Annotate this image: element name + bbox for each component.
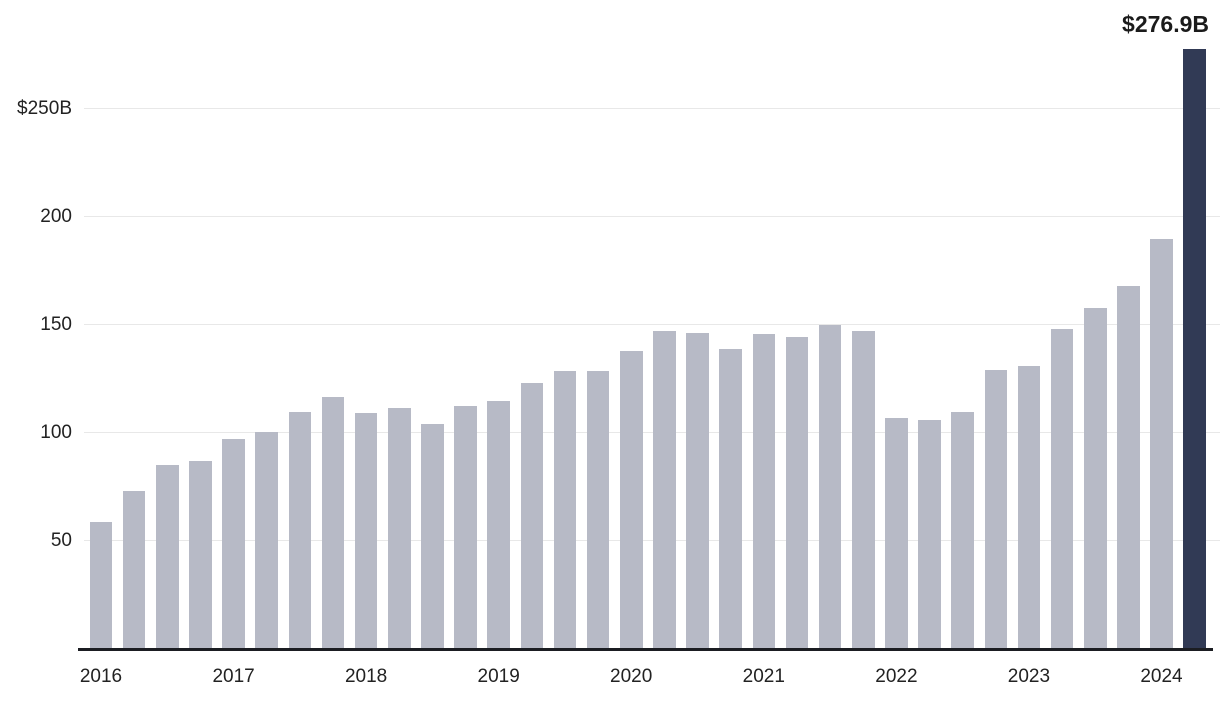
x-tick-label-2016: 2016 <box>79 666 123 687</box>
y-tick-label: 200 <box>40 205 72 227</box>
x-tick-label-2021: 2021 <box>742 666 785 687</box>
bar-q4-2021 <box>852 330 875 648</box>
bar-q1-2022 <box>885 418 908 648</box>
bar-q1-2020 <box>620 351 643 648</box>
bar-q1-2021 <box>752 333 775 648</box>
bar-q4-2019 <box>586 371 610 648</box>
x-tick-label-2017: 2017 <box>212 666 255 687</box>
x-tick-label-2022: 2022 <box>875 666 918 687</box>
bar-q3-2017 <box>288 411 312 648</box>
bar-q1-2024 <box>1150 239 1173 648</box>
bar-q4-2016 <box>189 461 212 648</box>
gridline-150 <box>84 323 1220 325</box>
bar-q2-2019 <box>520 383 544 648</box>
bar-q3-2022 <box>951 412 974 648</box>
bar-q2-2016 <box>122 490 146 648</box>
highlight-value-label: $276.9B <box>1122 11 1209 37</box>
bar-q2-2021 <box>785 336 809 648</box>
x-axis-line <box>78 648 1213 651</box>
bar-q1-2016 <box>89 522 113 648</box>
y-tick-label: 150 <box>40 313 72 335</box>
x-tick-label-2024: 2024 <box>1140 666 1183 687</box>
gridline-50 <box>84 539 1220 541</box>
x-tick-label-2019: 2019 <box>477 666 520 687</box>
bar-q4-2022 <box>984 370 1007 648</box>
bar-q4-2018 <box>454 406 477 648</box>
bar-q2-2017 <box>255 432 278 648</box>
y-tick-label: $250B <box>17 97 72 119</box>
bar-q3-2016 <box>156 464 179 648</box>
bar-q2-2024 <box>1183 49 1206 648</box>
bar-q3-2020 <box>686 333 709 648</box>
y-tick-label: 100 <box>40 421 72 443</box>
x-tick-label-2020: 2020 <box>610 666 653 687</box>
x-tick-label-2018: 2018 <box>344 666 388 687</box>
gridline-100 <box>84 431 1220 433</box>
bar-q1-2019 <box>487 401 510 648</box>
bar-q3-2021 <box>818 325 842 648</box>
bar-q4-2020 <box>719 349 742 648</box>
bar-q3-2018 <box>421 424 444 648</box>
bar-q3-2023 <box>1084 308 1107 648</box>
bar-q3-2019 <box>553 370 577 648</box>
gridline-200 <box>84 215 1220 217</box>
gridline-250 <box>84 107 1220 109</box>
bar-q2-2020 <box>653 331 676 648</box>
bar-q1-2023 <box>1017 365 1041 648</box>
bar-q4-2023 <box>1117 285 1140 648</box>
bar-q2-2022 <box>918 420 941 648</box>
bar-q1-2017 <box>222 439 245 648</box>
bar-q1-2018 <box>354 413 378 648</box>
bar-q2-2023 <box>1050 329 1074 648</box>
x-tick-label-2023: 2023 <box>1007 666 1051 687</box>
bar-q2-2018 <box>388 407 411 648</box>
y-tick-label: 50 <box>50 529 72 551</box>
bar-q4-2017 <box>321 397 345 648</box>
